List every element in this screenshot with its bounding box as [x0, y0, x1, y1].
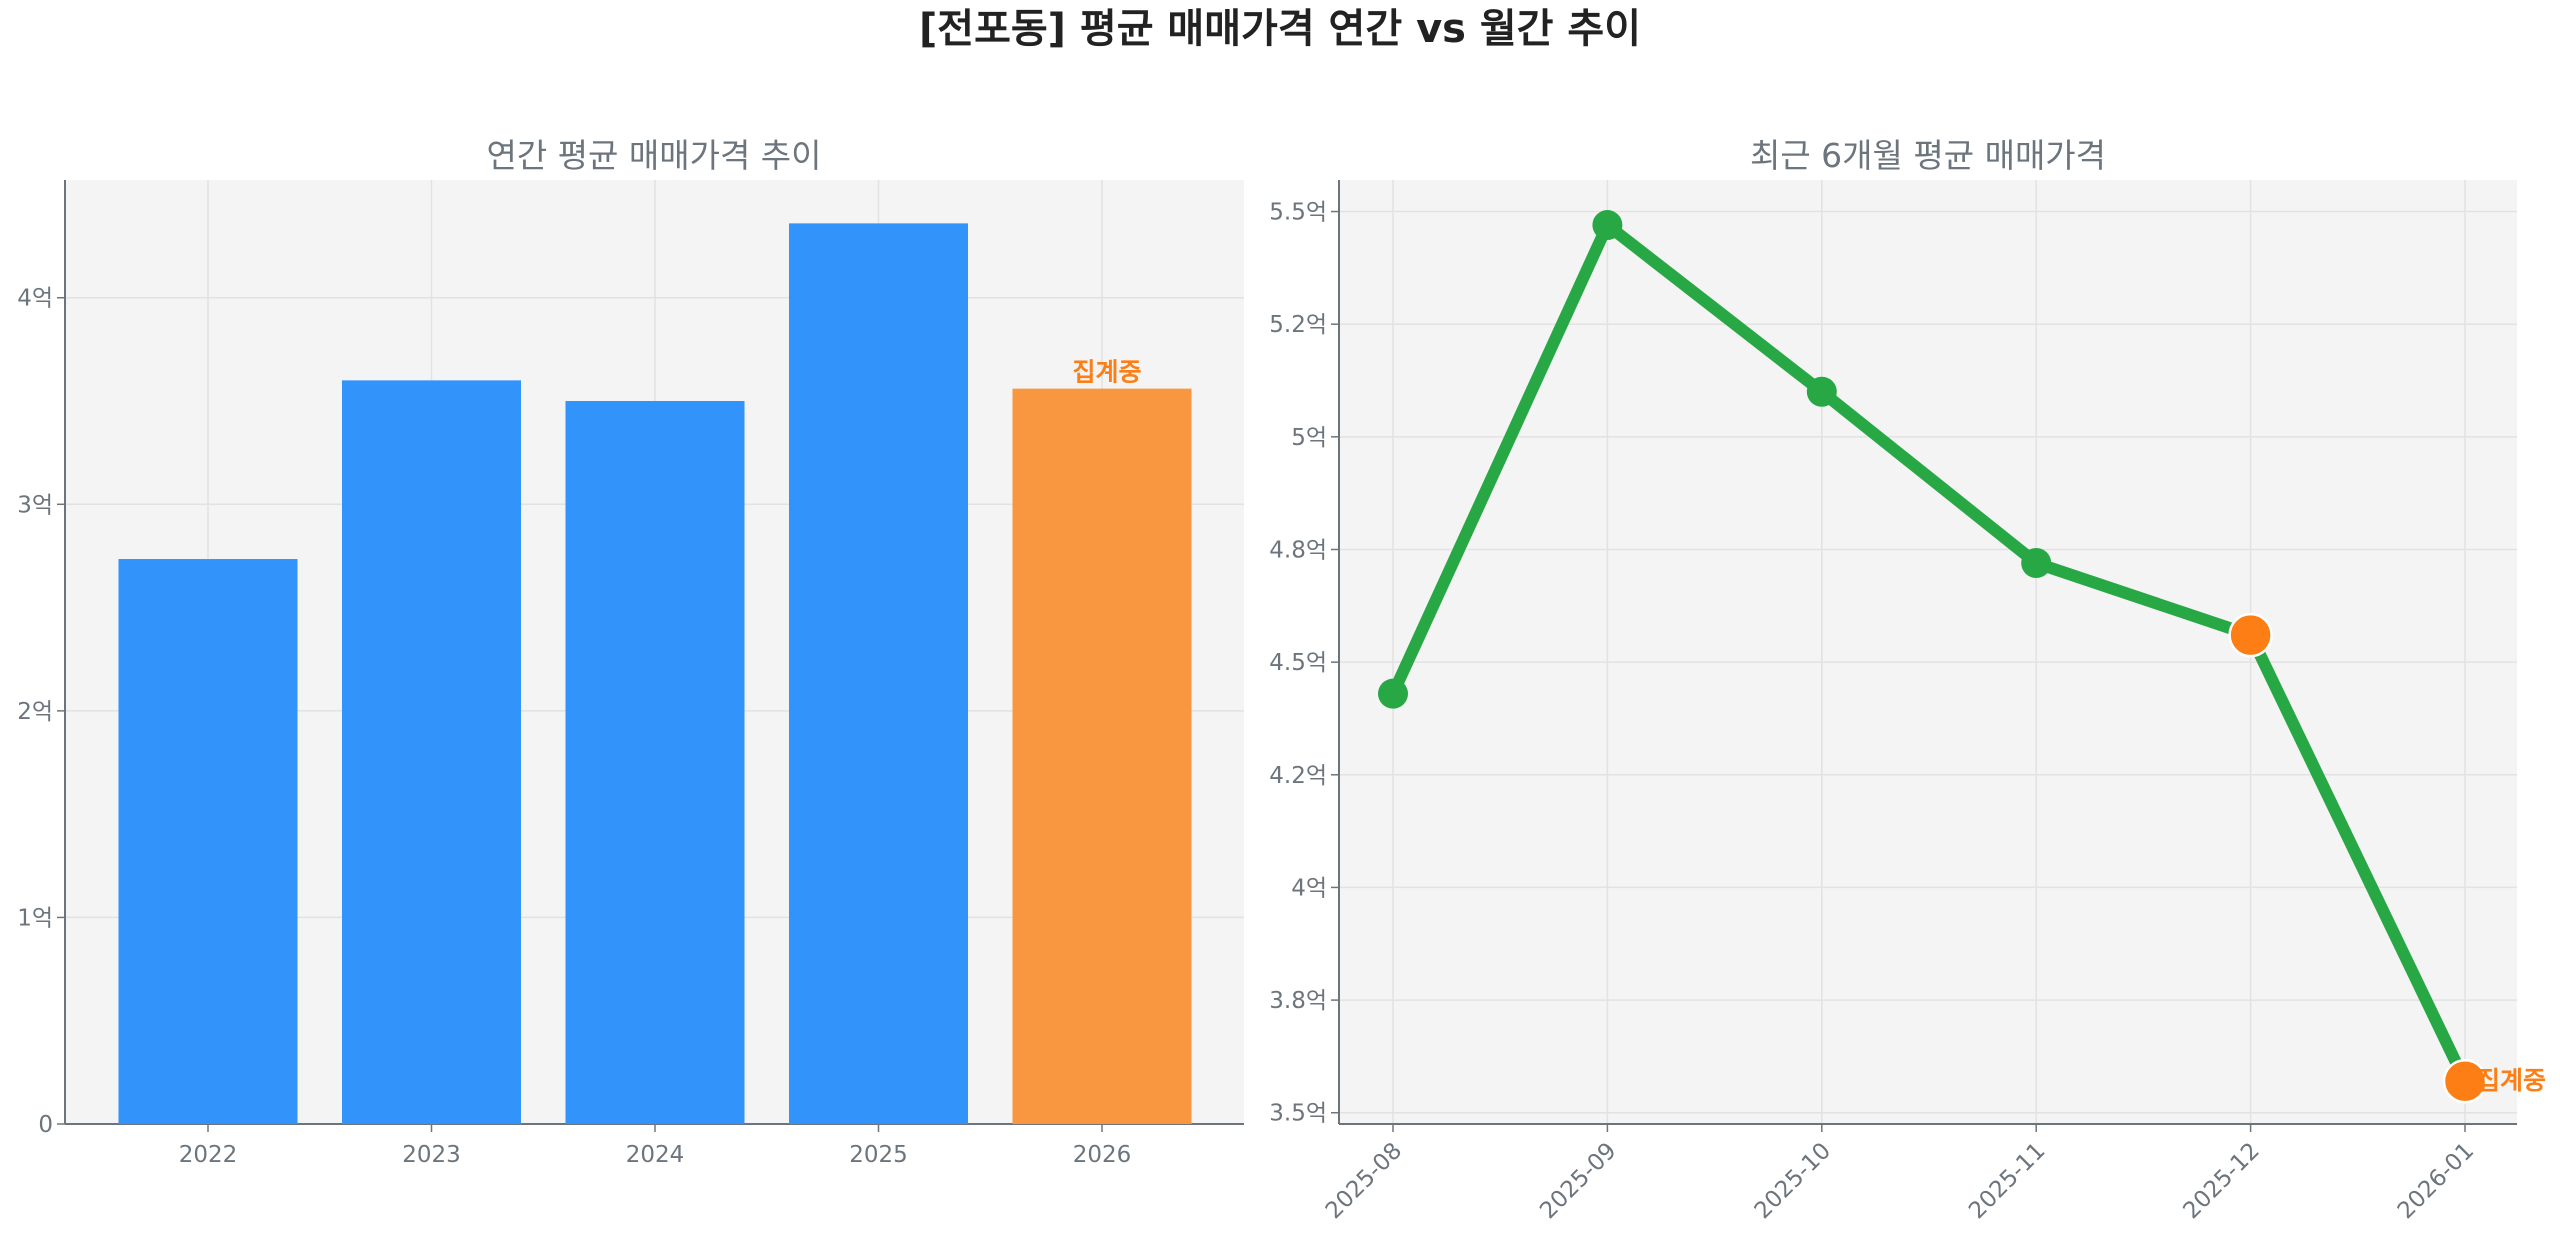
bar-2023 [342, 380, 521, 1124]
x-tick-label: 2026-01 [2393, 1138, 2479, 1224]
y-tick-label: 4억 [1291, 875, 1327, 901]
y-tick-label: 2억 [17, 699, 53, 725]
pending-point [2228, 612, 2273, 658]
y-tick-label: 4.2억 [1269, 763, 1327, 789]
y-tick-label: 5.5억 [1269, 200, 1327, 226]
y-tick-label: 3.5억 [1269, 1101, 1327, 1127]
bar-chart-title: 연간 평균 매매가격 추이 [486, 136, 821, 175]
x-tick-label: 2023 [402, 1142, 461, 1168]
y-tick-label: 1억 [17, 905, 53, 931]
y-tick-label: 5.2억 [1269, 312, 1327, 338]
plot-background [1339, 180, 2517, 1124]
bar-2024 [565, 401, 745, 1125]
x-tick-label: 2025-08 [1321, 1138, 1407, 1224]
y-tick-label: 3.8억 [1269, 988, 1327, 1014]
pending-point [2442, 1058, 2488, 1104]
figure-title: [전포동] 평균 매매가격 연간 vs 월간 추이 [919, 6, 1641, 52]
x-tick-label: 2025 [849, 1142, 908, 1168]
x-tick-label: 2025-12 [2178, 1138, 2264, 1224]
data-point [1592, 210, 1623, 241]
pending-label: 집계중 [1072, 358, 1141, 387]
data-point [1806, 376, 1837, 407]
bar-2026 [1012, 388, 1192, 1124]
x-tick-label: 2026 [1073, 1142, 1132, 1168]
line-chart-title: 최근 6개월 평균 매매가격 [1750, 136, 2106, 175]
price-line [1387, 219, 2471, 1084]
x-tick-label: 2025-10 [1750, 1138, 1836, 1224]
data-point [1378, 678, 1408, 709]
y-tick-label: 3억 [17, 492, 53, 518]
bar-2025 [789, 223, 968, 1125]
y-tick-label: 5억 [1291, 425, 1327, 451]
pending-label: 집계중 [2477, 1066, 2546, 1095]
y-tick-label: 0 [38, 1112, 53, 1138]
bar-2022 [118, 559, 298, 1124]
y-tick-label: 4억 [17, 286, 53, 312]
data-point [2021, 548, 2052, 579]
x-tick-label: 2024 [626, 1142, 685, 1168]
x-tick-label: 2025-11 [1964, 1138, 2050, 1224]
x-tick-label: 2025-09 [1535, 1138, 1621, 1224]
bar-chart: 0 1억 2억 3억 4억 2022 2023 2024 2025 2026 집계중 [17, 180, 1244, 1168]
y-tick-label: 4.5억 [1269, 650, 1327, 676]
x-tick-label: 2022 [179, 1142, 238, 1168]
y-tick-label: 4.8억 [1269, 537, 1327, 563]
line-chart: 3.5억 3.8억 4억 4.2억 4.5억 4.8억 5억 5.2억 5.5억 2025-08 2… [1269, 180, 2546, 1224]
